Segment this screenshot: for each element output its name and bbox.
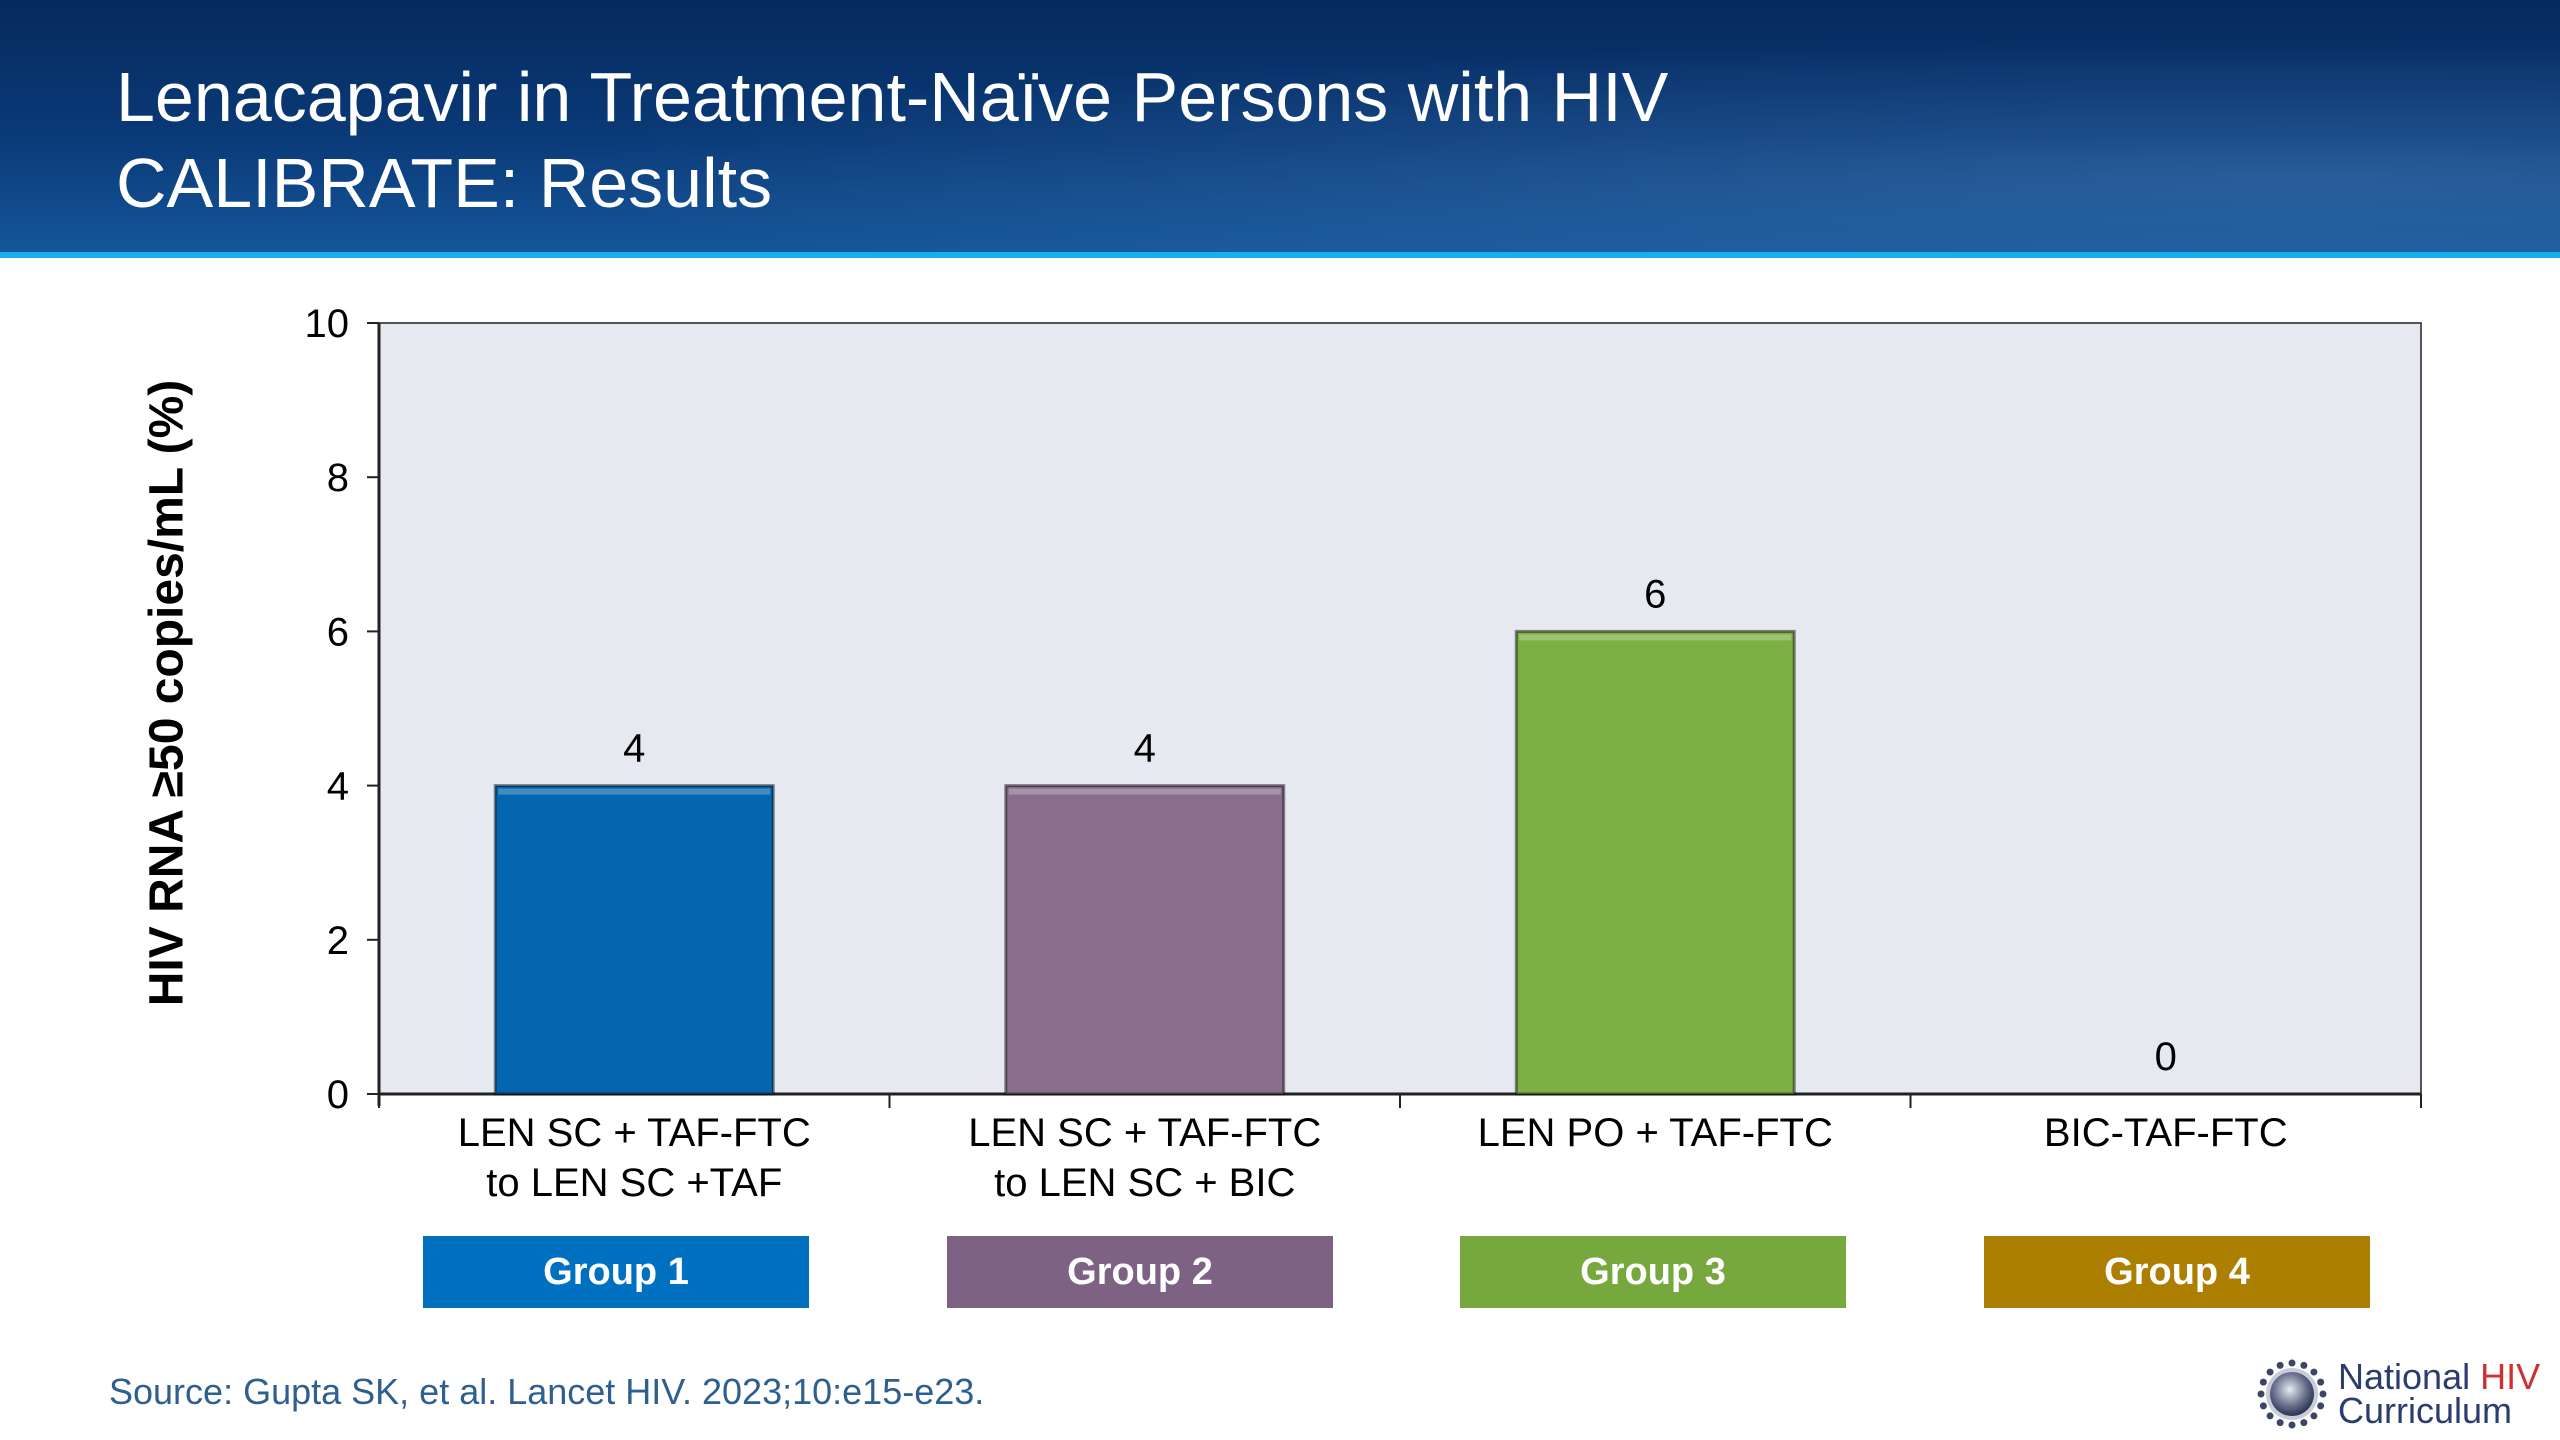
x-category-label: LEN SC + TAF-FTC to LEN SC + BIC [968,1108,1321,1208]
data-label: 4 [1134,727,1156,771]
y-tick-label: 0 [327,1073,349,1117]
national-hiv-curriculum-logo: National HIV Curriculum [2256,1356,2540,1432]
logo-dot [2288,1359,2296,1367]
logo-dot [2276,1361,2284,1369]
y-tick-label: 10 [305,302,350,346]
x-category-label-line: LEN PO + TAF-FTC [1477,1111,1833,1155]
group-4-badge: Group 4 [1984,1236,2370,1308]
x-category-label-line: to LEN SC + BIC [994,1161,1296,1205]
logo-dot [2317,1378,2325,1386]
group-1-badge: Group 1 [423,1236,809,1308]
data-label: 4 [623,727,645,771]
logo-dot [2317,1402,2325,1410]
x-category-label-line: BIC-TAF-FTC [2043,1111,2288,1155]
slide-title: Lenacapavir in Treatment-Naïve Persons w… [116,54,1668,226]
x-category-label-line: to LEN SC +TAF [486,1161,783,1205]
source-citation: Source: Gupta SK, et al. Lancet HIV. 202… [109,1371,985,1412]
logo-curriculum: Curriculum [2338,1390,2513,1431]
x-category-label-line: LEN SC + TAF-FTC [457,1111,811,1155]
logo-dot [2259,1402,2267,1410]
logo-dot [2288,1421,2296,1429]
bar-highlight [1008,788,1281,795]
group-3-badge: Group 3 [1460,1236,1846,1308]
x-category-label: BIC-TAF-FTC [2044,1108,2288,1158]
logo-national: National [2338,1356,2481,1397]
bar-highlight [498,788,771,795]
y-tick-label: 2 [327,919,349,963]
title-line-1: Lenacapavir in Treatment-Naïve Persons w… [116,58,1669,136]
bar-highlight [1519,634,1792,641]
logo-dot [2257,1390,2265,1398]
x-category-label-line: LEN SC + TAF-FTC [968,1111,1322,1155]
data-label: 6 [1644,572,1666,616]
x-category-label: LEN PO + TAF-FTC [1478,1108,1833,1158]
header-banner [0,0,2560,252]
bar [1004,784,1286,1096]
logo-dot [2266,1368,2274,1376]
y-tick-label: 6 [327,610,349,654]
data-label: 0 [2155,1035,2177,1079]
logo-dot [2310,1412,2318,1420]
bar [493,784,775,1096]
y-tick-label: 8 [327,456,349,500]
virus-logo-icon [2257,1359,2327,1429]
x-category-label: LEN SC + TAF-FTC to LEN SC +TAF [458,1108,811,1208]
logo-dot [2300,1361,2308,1369]
logo-dot [2319,1390,2327,1398]
bar [1514,629,1796,1096]
y-tick-label: 4 [327,765,349,809]
logo-dot [2276,1419,2284,1427]
title-line-2: CALIBRATE: Results [116,144,773,222]
logo-text: National HIV Curriculum [2338,1359,2540,1431]
logo-dot [2259,1378,2267,1386]
logo-dot [2266,1412,2274,1420]
logo-dot [2310,1368,2318,1376]
logo-dot [2300,1419,2308,1427]
group-2-badge: Group 2 [947,1236,1333,1308]
header-divider [0,252,2560,258]
logo-hiv: HIV [2480,1356,2541,1397]
